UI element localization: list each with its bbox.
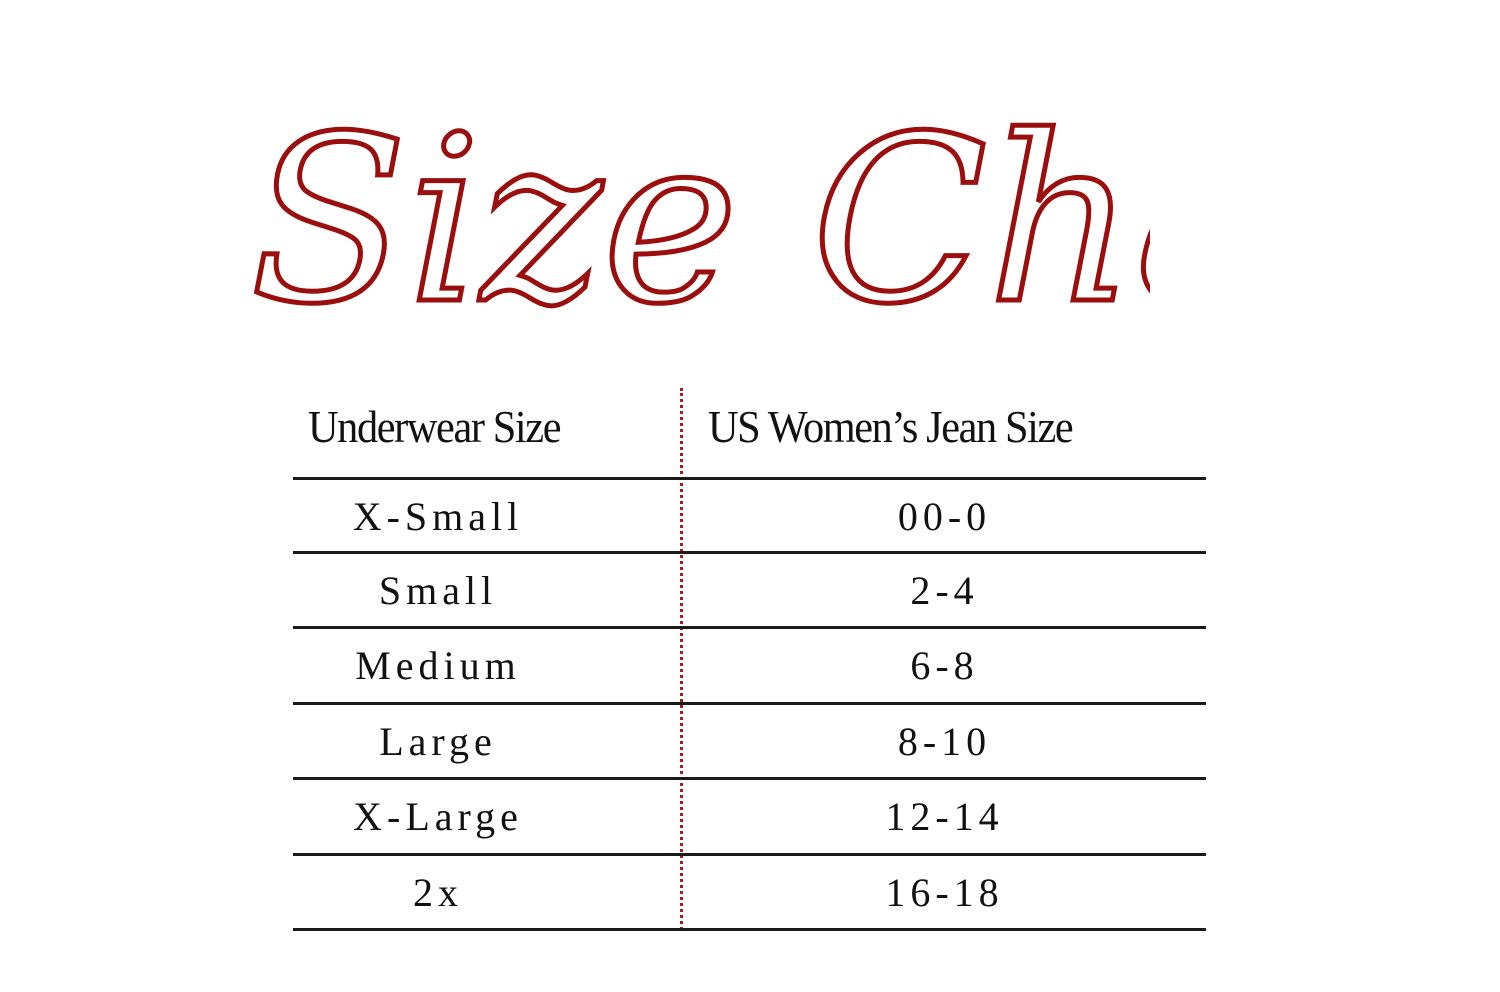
row-rule — [293, 702, 1206, 705]
header-jean-size: US Women’s Jean Size — [708, 401, 1074, 452]
cell-underwear-size: Medium — [355, 643, 521, 688]
row-rule — [293, 477, 1206, 480]
cell-jean-size: 6-8 — [910, 643, 979, 688]
column-divider — [680, 388, 683, 930]
cell-jean-size: 16-18 — [885, 870, 1004, 915]
cell-jean-size: 2-4 — [910, 568, 979, 613]
cell-underwear-size: Large — [379, 719, 497, 764]
cell-underwear-size: X-Large — [353, 794, 523, 839]
row-rule — [293, 551, 1206, 554]
cell-jean-size: 8-10 — [897, 719, 992, 764]
cell-underwear-size: 2x — [413, 870, 463, 915]
page-title: Size Chart — [250, 86, 1150, 358]
cell-jean-size: 12-14 — [885, 794, 1004, 839]
cell-underwear-size: Small — [378, 568, 498, 613]
title-text: Size Chart — [250, 88, 1150, 355]
row-rule — [293, 777, 1206, 780]
cell-jean-size: 00-0 — [897, 494, 992, 539]
header-underwear-size: Underwear Size — [308, 401, 561, 452]
row-rule — [293, 853, 1206, 856]
row-rule — [293, 928, 1206, 931]
row-rule — [293, 626, 1206, 629]
cell-underwear-size: X-Small — [352, 494, 524, 539]
